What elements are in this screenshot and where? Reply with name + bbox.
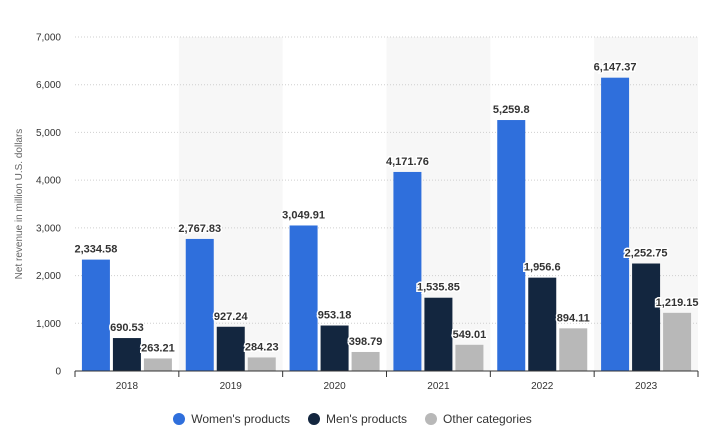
data-label: 4,171.76	[386, 156, 429, 168]
x-tick-label: 2023	[635, 381, 658, 392]
data-label: 5,259.8	[493, 104, 530, 116]
data-label: 6,147.37	[594, 62, 637, 74]
x-tick-label: 2018	[116, 381, 139, 392]
bar[interactable]	[455, 344, 484, 371]
data-label: 894.11	[557, 312, 590, 324]
data-label: 1,219.15	[656, 297, 699, 309]
bar[interactable]	[663, 312, 692, 371]
bar[interactable]	[393, 171, 422, 371]
legend-label: Women's products	[191, 412, 291, 426]
bar[interactable]	[559, 328, 588, 371]
y-tick-label: 7,000	[36, 33, 61, 44]
x-axis: 2018 2019 2020 2021 2022 2023	[74, 370, 699, 392]
y-tick-label: 5,000	[36, 128, 61, 139]
gridlines	[75, 36, 698, 324]
x-tick-label: 2019	[220, 381, 243, 392]
x-tick-label: 2022	[531, 381, 554, 392]
legend: Women's products Men's products Other cate…	[0, 412, 705, 426]
data-label: 1,535.85	[417, 282, 460, 294]
bar[interactable]	[601, 77, 630, 372]
bar[interactable]	[320, 325, 349, 371]
bar[interactable]	[351, 351, 380, 371]
legend-item[interactable]: Women's products	[173, 412, 290, 426]
legend-item[interactable]: Men's products	[308, 412, 407, 426]
data-labels: 2,334.58 690.53 263.21 2,767.83 927.24 284.23…	[73, 60, 700, 356]
data-label: 953.18	[318, 310, 352, 322]
y-axis-title: Net revenue in million U.S. dollars	[14, 129, 25, 280]
data-label: 284.23	[245, 341, 279, 353]
bar-chart: 0 1,000 2,000 3,000 4,000 5,000 6,000 7,000 2,3…	[14, 33, 700, 393]
legend-swatch	[173, 413, 186, 425]
bar[interactable]	[216, 326, 245, 371]
x-tick-label: 2020	[323, 381, 346, 392]
bar[interactable]	[112, 338, 141, 371]
data-label: 263.21	[141, 342, 175, 354]
legend-swatch	[425, 413, 438, 425]
bar[interactable]	[247, 357, 276, 371]
x-tick-label: 2021	[427, 381, 450, 392]
bar[interactable]	[497, 120, 526, 371]
y-tick-label: 4,000	[36, 176, 61, 187]
data-label: 549.01	[453, 329, 487, 341]
bar[interactable]	[632, 263, 661, 371]
y-tick-label: 0	[55, 367, 61, 378]
bars	[81, 77, 692, 372]
data-label: 690.53	[110, 322, 144, 334]
bar[interactable]	[185, 238, 214, 371]
legend-swatch	[308, 413, 321, 425]
bar[interactable]	[289, 225, 318, 371]
data-label: 2,334.58	[75, 244, 118, 256]
y-tick-label: 6,000	[36, 80, 61, 91]
legend-label: Other categories	[443, 412, 532, 426]
y-tick-label: 2,000	[36, 271, 61, 282]
data-label: 2,252.75	[625, 248, 668, 260]
legend-item[interactable]: Other categories	[425, 412, 532, 426]
data-label: 2,767.83	[178, 223, 221, 235]
bar[interactable]	[528, 277, 557, 371]
data-label: 398.79	[349, 336, 383, 348]
bar[interactable]	[424, 297, 453, 371]
data-label: 3,049.91	[282, 209, 325, 221]
legend-label: Men's products	[326, 412, 408, 426]
y-axis: 0 1,000 2,000 3,000 4,000 5,000 6,000 7,000	[36, 33, 61, 378]
data-label: 927.24	[214, 311, 249, 323]
data-label: 1,956.6	[524, 262, 561, 274]
y-tick-label: 3,000	[36, 223, 61, 234]
bar[interactable]	[143, 358, 172, 371]
bar[interactable]	[81, 259, 110, 371]
y-tick-label: 1,000	[36, 319, 61, 330]
